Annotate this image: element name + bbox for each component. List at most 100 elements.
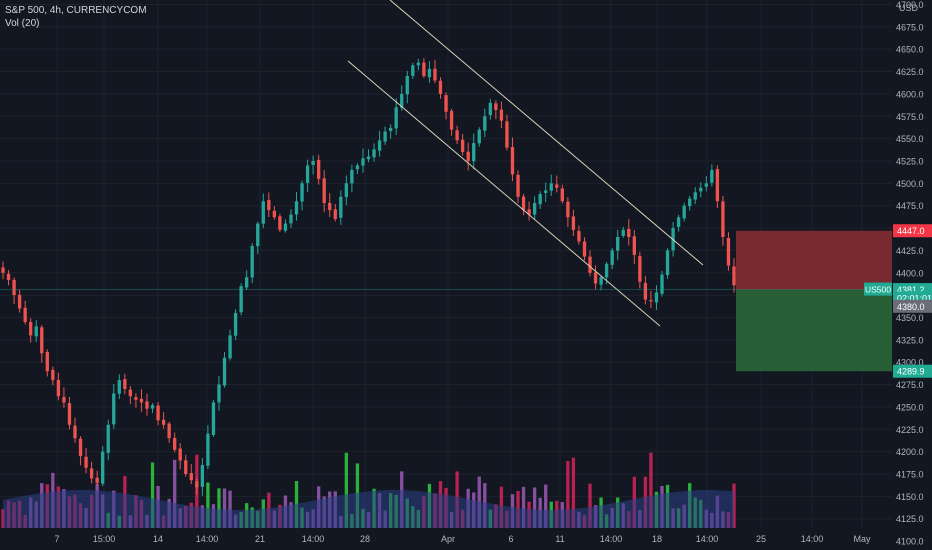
candle xyxy=(488,98,492,120)
candle xyxy=(17,289,22,313)
candle xyxy=(582,237,587,261)
candle-body xyxy=(267,200,271,211)
candle-body xyxy=(184,460,188,474)
candle-body xyxy=(438,80,443,94)
symbol-tag xyxy=(864,282,892,296)
candle-body xyxy=(322,178,326,204)
candle-body xyxy=(344,183,349,198)
price-tick-label: 4350.0 xyxy=(896,313,924,323)
candle xyxy=(383,126,387,145)
candle-body xyxy=(283,223,288,231)
candle xyxy=(134,393,138,408)
price-tick-label: 4475.0 xyxy=(896,201,924,211)
candle xyxy=(710,164,714,187)
candle xyxy=(89,461,94,484)
candle xyxy=(217,376,221,411)
candle-body xyxy=(383,131,387,142)
candle-body xyxy=(128,389,133,397)
candle xyxy=(516,170,520,204)
price-tick-label: 4550.0 xyxy=(896,134,924,144)
candle-body xyxy=(632,236,636,255)
candle xyxy=(433,59,437,84)
candle xyxy=(577,225,581,245)
candle xyxy=(566,197,570,227)
candle-body xyxy=(377,140,382,151)
candle xyxy=(45,349,49,377)
candle-body xyxy=(350,169,354,184)
candle-body xyxy=(649,300,653,302)
candle-body xyxy=(388,127,393,132)
volume-bar xyxy=(173,459,177,528)
price-label-text: 4381.2 xyxy=(897,285,925,295)
candle-body xyxy=(582,241,587,257)
candle xyxy=(654,285,659,310)
candle-body xyxy=(616,236,620,251)
price-tick-label: 4425.0 xyxy=(896,246,924,256)
candle-body xyxy=(527,209,531,215)
candle xyxy=(416,58,421,71)
candle xyxy=(78,436,83,466)
candle-body xyxy=(62,397,66,403)
price-label-box xyxy=(893,224,932,238)
volume-bar xyxy=(206,482,210,528)
candle xyxy=(588,250,592,277)
candle xyxy=(117,374,121,399)
candle-body xyxy=(472,143,476,162)
channel-upper-line xyxy=(389,0,704,266)
candle-body xyxy=(29,321,33,336)
candle-body xyxy=(78,438,83,457)
candle xyxy=(721,195,725,246)
candle xyxy=(621,226,625,238)
candle xyxy=(322,170,326,213)
candle xyxy=(195,478,199,495)
price-tick-label: 4500.0 xyxy=(896,179,924,189)
candle-body xyxy=(427,68,432,78)
price-tick-label: 4200.0 xyxy=(896,447,924,457)
price-tick-label: 4650.0 xyxy=(896,45,924,55)
volume-bar xyxy=(649,452,653,528)
time-axis[interactable]: 7 15:00 14 14:00 21 14:00 28 Apr 6 11 14:00 18 14:00… xyxy=(0,528,892,550)
candle xyxy=(599,275,603,291)
candle xyxy=(472,133,476,170)
candle xyxy=(676,214,681,232)
candle xyxy=(211,399,216,437)
candle xyxy=(228,329,232,361)
candle-body xyxy=(139,398,144,403)
candle xyxy=(643,276,648,305)
position-tool[interactable] xyxy=(736,230,892,372)
candle xyxy=(616,229,620,261)
candle xyxy=(372,143,376,162)
candle xyxy=(272,206,277,220)
parallel-channel[interactable] xyxy=(347,0,704,327)
candle xyxy=(388,124,393,139)
price-tick-label: 4575.0 xyxy=(896,112,924,122)
candle xyxy=(1,261,5,280)
price-label-box xyxy=(893,364,932,378)
candle-body xyxy=(710,169,714,183)
candle xyxy=(23,300,27,325)
candle xyxy=(245,270,249,291)
candle xyxy=(6,270,11,286)
candle xyxy=(256,221,260,255)
time-tick-label: 14:00 xyxy=(801,534,824,544)
candle xyxy=(73,417,77,443)
candle-body xyxy=(638,256,642,282)
price-tick-label: 4125.0 xyxy=(896,514,924,524)
candle xyxy=(665,248,670,279)
candle xyxy=(438,77,443,99)
candle xyxy=(123,373,127,395)
price-label-text: 4380.0 xyxy=(897,302,925,312)
price-tick-label: 4225.0 xyxy=(896,425,924,435)
time-tick-label: 14:00 xyxy=(696,534,719,544)
candle xyxy=(305,159,310,192)
symbol-legend[interactable]: S&P 500, 4h, CURRENCYCOM xyxy=(5,5,147,16)
candle xyxy=(294,192,299,221)
candle xyxy=(544,182,548,203)
candle-body xyxy=(134,397,138,400)
candle xyxy=(56,372,61,401)
volume-legend[interactable]: Vol (20) xyxy=(5,18,40,29)
candle xyxy=(593,265,598,290)
candle xyxy=(499,101,504,129)
